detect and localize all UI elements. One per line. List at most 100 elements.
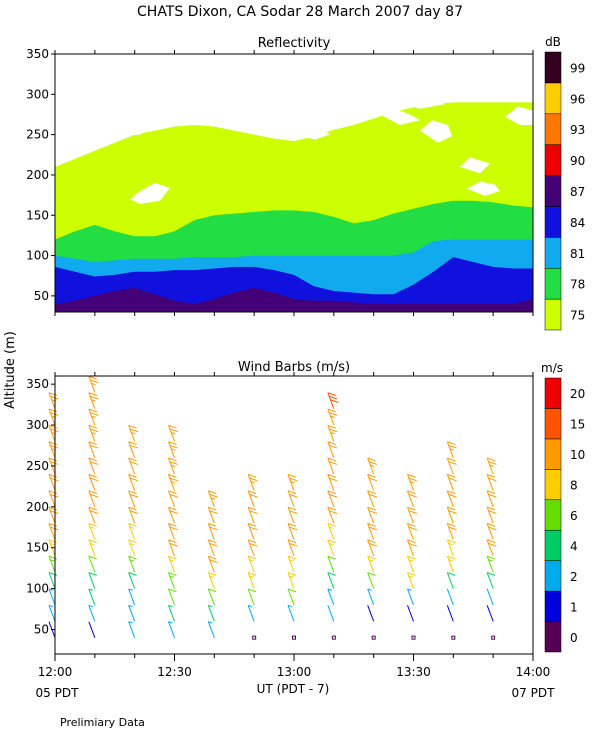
wind-barb-feather	[328, 412, 338, 416]
wind-barb-shaft	[207, 507, 215, 524]
wind-barb	[446, 539, 456, 557]
wind-barb-feather	[128, 604, 133, 608]
wind-calm-marker	[252, 635, 257, 640]
wind-barb-feather	[327, 490, 336, 495]
wind-barb-shaft	[48, 474, 56, 491]
wind-barb-feather	[408, 542, 417, 547]
wind-barb-shaft	[128, 490, 136, 507]
wind-barb	[48, 555, 58, 573]
reflectivity-colorbar-swatch-75	[544, 298, 562, 331]
reflectivity-colorbar-swatch-99	[544, 51, 562, 84]
shared-y-label: Altitude (m)	[3, 331, 18, 409]
reflectivity-colorbar-swatch-96	[544, 82, 562, 115]
wind-barb-shaft	[207, 523, 215, 540]
wind-x-tick-label: 12:30	[157, 665, 192, 679]
wind-barb	[486, 539, 497, 557]
wind-barb-feather	[88, 490, 97, 495]
wind-barb	[207, 539, 218, 557]
wind-barb-shaft	[128, 621, 136, 638]
wind-barb-shaft	[247, 556, 255, 573]
wind-barb-feather	[128, 424, 137, 429]
wind-barb-shaft	[407, 474, 414, 491]
reflectivity-contours	[55, 62, 533, 312]
wind-barb-shaft	[88, 572, 96, 589]
wind-barb-shaft	[486, 556, 494, 573]
wind-barb	[407, 605, 414, 622]
wind-barb	[327, 555, 336, 573]
wind-barb-shaft	[88, 408, 96, 426]
wind-barb-feather	[488, 477, 497, 482]
reflectivity-colorbar-label: 93	[570, 123, 585, 137]
wind-barb-feather	[447, 555, 456, 560]
wind-barb-feather	[447, 473, 456, 478]
wind-barb	[88, 473, 99, 491]
wind-barb-shaft	[446, 539, 454, 557]
wind-colorbar-swatch-4	[544, 529, 562, 561]
wind-barb-shaft	[367, 457, 375, 475]
wind-barb-feather	[91, 399, 96, 402]
wind-barb-feather	[48, 539, 58, 544]
wind-calm-marker	[292, 635, 296, 640]
wind-barb-shaft	[48, 425, 56, 442]
wind-barb	[168, 424, 178, 442]
wind-barb	[446, 506, 457, 524]
wind-barb	[247, 506, 258, 524]
wind-x-tick-label: 13:30	[396, 665, 431, 679]
wind-barb-feather	[488, 526, 497, 531]
wind-barb-feather	[128, 572, 137, 576]
wind-barb-shaft	[367, 556, 375, 573]
wind-calm-marker	[411, 635, 416, 640]
wind-barb-feather	[407, 572, 416, 576]
wind-barb-shaft	[247, 474, 255, 491]
wind-barb-feather	[168, 572, 177, 576]
wind-barb-feather	[170, 448, 176, 451]
reflectivity-colorbar-swatch-87	[544, 175, 562, 207]
wind-barb-feather	[169, 510, 178, 514]
wind-barb-feather	[89, 510, 99, 514]
wind-plot-frame	[54, 375, 534, 655]
wind-colorbar-label: 2	[570, 570, 578, 584]
wind-barb	[128, 473, 139, 491]
wind-barb	[128, 523, 137, 540]
wind-barb-shaft	[88, 588, 96, 606]
wind-barb	[247, 572, 257, 589]
wind-y-tick-label: 350	[26, 377, 49, 391]
wind-barb-shaft	[486, 457, 494, 475]
reflectivity-colorbar-unit: dB	[545, 35, 561, 49]
wind-barb	[446, 555, 456, 573]
wind-x-tick-label: 12:00	[38, 665, 73, 679]
wind-barb-feather	[408, 477, 417, 482]
wind-barb-shaft	[327, 556, 335, 573]
wind-barb	[88, 490, 99, 507]
wind-barb	[327, 408, 338, 426]
wind-x-tick-label: 13:00	[277, 665, 312, 679]
wind-barb-feather	[128, 555, 137, 560]
wind-barb-shaft	[128, 588, 136, 606]
wind-barb-shaft	[88, 441, 96, 458]
wind-barb	[128, 588, 136, 606]
wind-barb-feather	[88, 473, 97, 478]
wind-barb-feather	[287, 523, 297, 527]
reflectivity-colorbar-swatch-90	[544, 144, 562, 176]
wind-barb-feather	[169, 575, 174, 578]
wind-barbs	[48, 375, 497, 640]
wind-barb-shaft	[48, 588, 56, 606]
wind-barb	[446, 572, 456, 589]
wind-barb-shaft	[88, 376, 96, 393]
wind-colorbar-label: 1	[570, 600, 578, 614]
wind-barb	[88, 408, 99, 426]
reflectivity-colorbar-label: 96	[570, 92, 585, 106]
wind-barb-feather	[447, 539, 456, 544]
wind-barb-feather	[327, 588, 332, 591]
wind-colorbar-swatch-0	[544, 621, 562, 653]
wind-y-tick-label: 50	[34, 622, 49, 636]
wind-barb-feather	[447, 457, 456, 462]
wind-barb-feather	[249, 575, 254, 578]
wind-barb-feather	[168, 621, 173, 624]
wind-barb-feather	[91, 431, 96, 435]
wind-barb-feather	[88, 375, 97, 380]
wind-barb	[287, 588, 297, 606]
wind-barb-shaft	[168, 457, 175, 475]
wind-barb	[446, 523, 457, 540]
